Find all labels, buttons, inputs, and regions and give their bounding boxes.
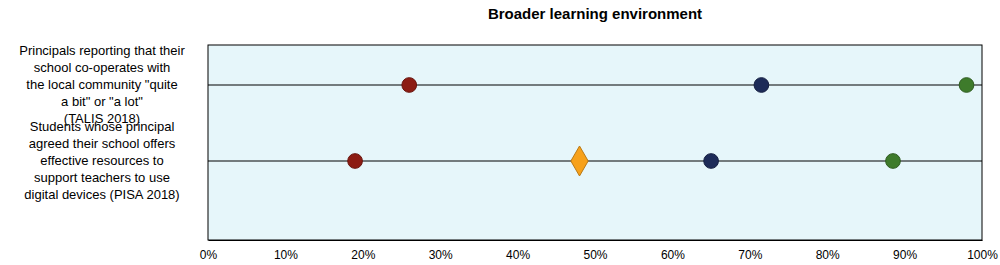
tick: 30% [429,240,453,262]
tick: 60% [661,240,685,262]
tick-label: 90% [893,248,917,262]
tick-label: 0% [200,248,218,262]
title: Broader learning environment [488,5,702,22]
tick-label: 40% [506,248,530,262]
row-line [208,85,982,86]
marks [348,78,974,176]
tick-label: 70% [738,248,762,262]
category-labels: Principals reporting that theirschool co… [19,43,185,202]
dot [348,154,363,169]
tick: 40% [506,240,530,262]
dot [754,78,769,93]
plot-frame [208,45,982,240]
row-lines [208,85,982,161]
tick: 20% [351,240,375,262]
tick: 0% [200,240,218,262]
x-axis: 0% 10% 20% 30% 40% 50% 60% 70% 80% 90% 100% [200,240,998,262]
tick: 100% [967,240,998,262]
tick-label: 100% [967,248,998,262]
tick: 90% [893,240,917,262]
tick: 10% [274,240,298,262]
plot-area [208,45,982,240]
dot [704,154,719,169]
category-label: Principals reporting that theirschool co… [19,43,185,126]
tick-label: 20% [351,248,375,262]
category-label: Students whose principalagreed their sch… [24,119,179,202]
dot [959,78,974,93]
tick-label: 60% [661,248,685,262]
dot [886,154,901,169]
dot [571,146,588,176]
tick-label: 30% [429,248,453,262]
dot [402,78,417,93]
tick-label: 80% [816,248,840,262]
tick-label: 10% [274,248,298,262]
tick-label: 50% [583,248,607,262]
chart: Broader learning environment 0% 10% 20% 30% 4… [0,0,1000,265]
row-line [208,161,982,162]
tick: 80% [816,240,840,262]
tick: 50% [583,240,607,262]
tick: 70% [738,240,762,262]
